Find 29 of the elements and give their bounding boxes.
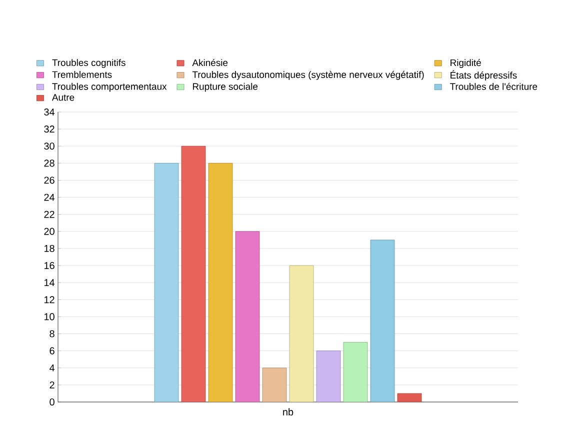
y-tick-label: 26 — [44, 176, 54, 184]
legend-label: Rupture sociale — [192, 82, 258, 92]
y-tick-label: 4 — [50, 364, 55, 372]
legend-label: Troubles dysautonomiques (système nerveux végétatif) — [192, 70, 424, 80]
y-tick-label: 16 — [44, 262, 54, 270]
y-tick-label: 2 — [50, 381, 54, 388]
y-tick-label: 28 — [44, 160, 54, 167]
x-tick-label: nb — [283, 408, 294, 416]
legend-label: Troubles de l'écriture — [450, 82, 538, 90]
legend-label: Rigidité — [450, 59, 481, 68]
legend-label: Troubles comportementaux — [52, 82, 167, 92]
y-tick-label: 10 — [44, 313, 54, 320]
y-tick-label: 30 — [44, 142, 54, 150]
legend-label: Tremblements — [52, 70, 112, 78]
y-tick-label: 32 — [44, 126, 54, 133]
legend-label: Akinésie — [192, 59, 228, 66]
legend-label: Troubles cognitifs — [52, 59, 126, 68]
y-tick-label: 24 — [44, 194, 55, 201]
y-tick-label: 18 — [44, 244, 54, 252]
y-tick-label: 8 — [50, 330, 54, 338]
y-tick-label: 14 — [44, 279, 55, 286]
y-tick-label: 6 — [50, 347, 54, 354]
y-tick-label: 22 — [44, 210, 54, 218]
y-tick-label: 20 — [44, 228, 54, 235]
legend-label: États dépressifs — [450, 70, 517, 80]
y-tick-label: 12 — [44, 296, 54, 304]
legend-label: Autre — [52, 94, 74, 101]
y-tick-label: 34 — [44, 108, 55, 116]
y-tick-label: 0 — [50, 398, 54, 406]
